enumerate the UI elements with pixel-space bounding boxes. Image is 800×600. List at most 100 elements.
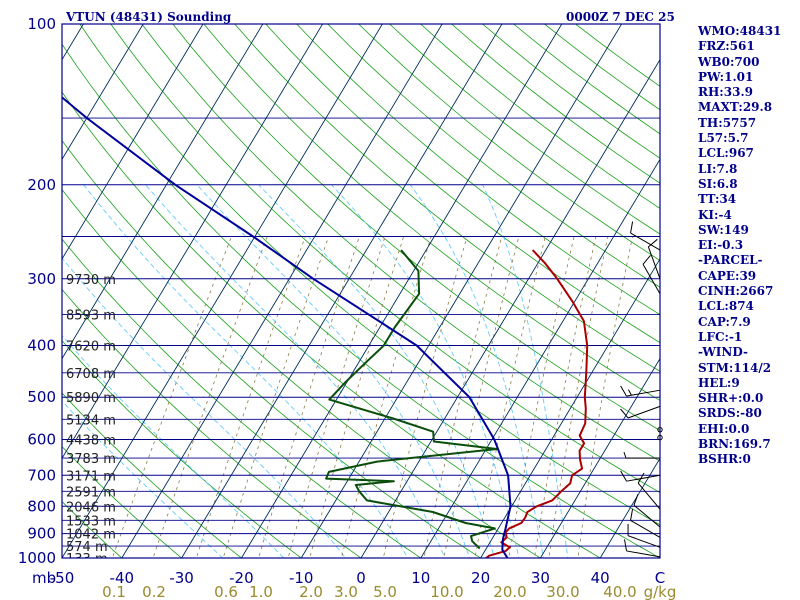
temperature-labels: mb-50 -40 -30 -20 -10 0 10 20 30 40 C (32, 569, 665, 587)
wind-barbs (620, 221, 663, 558)
index-line: SW:149 (698, 222, 749, 237)
sounding-series (62, 96, 589, 558)
skewed-gridline (62, 24, 264, 360)
chart-title: VTUN (48431) Sounding (65, 10, 232, 24)
index-line: FRZ:561 (698, 39, 755, 54)
height-label: 4438 m (66, 434, 116, 449)
index-line: LCL:874 (698, 299, 754, 314)
mixing-ratio-line (195, 236, 306, 558)
skewed-gridline (300, 24, 622, 558)
temperature-tick-label: C (655, 569, 665, 587)
skewed-gridline (599, 457, 660, 558)
height-label: 7620 m (66, 340, 116, 355)
moist-adiabat (258, 184, 495, 558)
dry-adiabat (62, 501, 123, 558)
index-line: EHI:0.0 (698, 421, 750, 436)
skewed-gridline (181, 24, 503, 558)
temperature-tick-label: 30 (531, 569, 550, 587)
temperature-tick-label: -10 (289, 569, 314, 587)
wind-barb-flag (630, 221, 634, 234)
wind-barb-staff (626, 550, 661, 558)
dry-adiabat (172, 24, 660, 431)
pressure-label: 200 (27, 176, 56, 194)
skewed-gridline (62, 24, 383, 558)
parcel-line (62, 96, 512, 558)
height-label: 9730 m (66, 273, 116, 288)
wind-barb-flag (630, 508, 634, 521)
wind-barb-half (627, 389, 632, 396)
dry-adiabat (62, 91, 601, 558)
dry-adiabat (79, 24, 660, 526)
dry-adiabat (62, 392, 243, 558)
pressure-label: 800 (27, 497, 56, 515)
height-label: 6708 m (66, 367, 116, 382)
skewed-gridline (480, 258, 660, 558)
mixing-ratio-label: 30.0 (546, 583, 579, 600)
pressure-label: 500 (27, 388, 56, 406)
mixing-ratio-label: 5.0 (373, 583, 397, 600)
pressure-label: 600 (27, 431, 56, 449)
index-line: SRDS:-80 (698, 406, 762, 421)
temperature-tick-label: 20 (471, 569, 490, 587)
height-labels: 9730 m 8593 m 7620 m 6708 m 5890 m 5134 m 4438… (66, 273, 116, 567)
calm-wind-marker (657, 426, 663, 433)
temperature-line (484, 249, 589, 558)
dry-adiabat (62, 340, 302, 558)
pressure-labels: 100 200 300 400 500 600 700 800 900 1000 (18, 15, 56, 567)
isotherms (62, 24, 660, 558)
indices-panel: WMO:48431 FRZ:561 WB0:700 PW:1.01 RH:33.9 MAX… (698, 24, 798, 468)
dry-adiabat (358, 24, 660, 261)
dry-adiabat (62, 446, 183, 558)
pressure-label: 900 (27, 525, 56, 543)
height-label: 5890 m (66, 391, 116, 406)
skewed-gridline (62, 24, 144, 161)
mixing-ratio-label: 0.1 (102, 583, 126, 600)
height-label: 8593 m (66, 309, 116, 324)
moist-adiabat (145, 184, 446, 558)
index-line: TH:5757 (698, 115, 757, 130)
index-line: RH:33.9 (698, 85, 753, 100)
mixing-ratio-line (152, 236, 268, 558)
height-label: 3783 m (66, 452, 116, 467)
index-line: MAXT:29.8 (698, 100, 773, 115)
isobars (62, 24, 660, 558)
wind-barb-staff (626, 389, 661, 397)
index-line: PW:1.01 (698, 69, 754, 84)
temperature-tick-label: 10 (411, 569, 430, 587)
plot-area: 9730 m 8593 m 7620 m 6708 m 5890 m 5134 m 4438… (62, 24, 660, 567)
mixing-ratio-label: 0.2 (142, 583, 166, 600)
pressure-label: 700 (27, 466, 56, 484)
axis-unit-label: mb (32, 569, 56, 587)
mixing-ratio-label: 3.0 (334, 583, 358, 600)
skewed-gridline (240, 24, 563, 558)
wind-barb-staff (642, 264, 661, 295)
dry-adiabat (62, 43, 660, 558)
plot-frame (61, 23, 661, 559)
skewed-gridline (121, 24, 443, 558)
height-label: 1533 m (66, 514, 116, 529)
wind-barb-flag (620, 385, 627, 397)
wind-barb-staff (627, 405, 661, 419)
mixing-ratio-label: 2.0 (299, 583, 323, 600)
height-label: 5134 m (66, 413, 116, 428)
wind-barb-staff (630, 232, 661, 251)
skewed-gridline (420, 158, 660, 558)
temperature-tick-label: -40 (110, 569, 135, 587)
dry-adiabat (203, 24, 660, 401)
mixing-ratio-label: 1.0 (249, 583, 273, 600)
dry-adiabat (296, 24, 660, 316)
height-label: 133 m (66, 552, 108, 567)
wind-barb-staff (647, 246, 661, 279)
index-line: LI:7.8 (698, 161, 738, 176)
dry-adiabat (265, 24, 660, 344)
temperature-tick-label: -50 (50, 569, 75, 587)
mixing-ratio-label: 20.0 (493, 583, 526, 600)
index-line: CINH:2667 (698, 284, 774, 299)
index-line: KI:-4 (698, 207, 732, 222)
moist-adiabat (62, 400, 224, 558)
index-line: WB0:700 (698, 54, 760, 69)
dry-adiabat (234, 24, 660, 372)
index-line: STM:114/2 (698, 360, 772, 375)
